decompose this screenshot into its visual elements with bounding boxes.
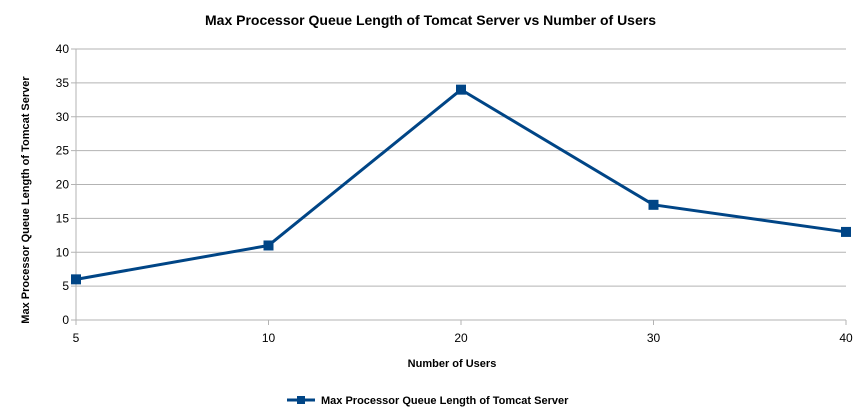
x-tick-label: 30: [647, 331, 661, 345]
grid-lines: [71, 48, 847, 325]
data-point-marker: [841, 226, 851, 237]
y-tick-label: 0: [62, 313, 69, 327]
data-point-marker: [456, 84, 466, 95]
data-point-marker: [71, 274, 81, 285]
x-tick-label: 5: [73, 331, 80, 345]
y-tick-label: 15: [56, 211, 70, 225]
chart-title: Max Processor Queue Length of Tomcat Ser…: [205, 12, 656, 28]
data-point-marker: [263, 240, 274, 251]
y-axis-title: Max Processor Queue Length of Tomcat Ser…: [20, 76, 32, 324]
y-tick-label: 30: [56, 110, 70, 124]
y-tick-labels: 0 5 10 15 20 25 30 35 40: [56, 42, 70, 327]
x-axis-title: Number of Users: [408, 358, 497, 370]
x-tick-labels: 5 10 20 30 40: [73, 331, 853, 345]
legend: Max Processor Queue Length of Tomcat Ser…: [287, 395, 569, 407]
data-point-marker: [648, 199, 659, 210]
y-tick-label: 10: [56, 245, 70, 259]
plot-series: [71, 84, 851, 285]
y-tick-label: 25: [56, 144, 70, 158]
y-tick-label: 35: [56, 76, 70, 90]
x-tick-label: 10: [262, 331, 276, 345]
legend-marker-swatch: [297, 396, 305, 404]
x-tick-label: 40: [839, 331, 853, 345]
y-tick-label: 5: [62, 279, 69, 293]
y-tick-label: 40: [56, 42, 70, 56]
x-tick-label: 20: [454, 331, 468, 345]
legend-label: Max Processor Queue Length of Tomcat Ser…: [321, 395, 569, 407]
y-tick-label: 20: [56, 178, 70, 192]
